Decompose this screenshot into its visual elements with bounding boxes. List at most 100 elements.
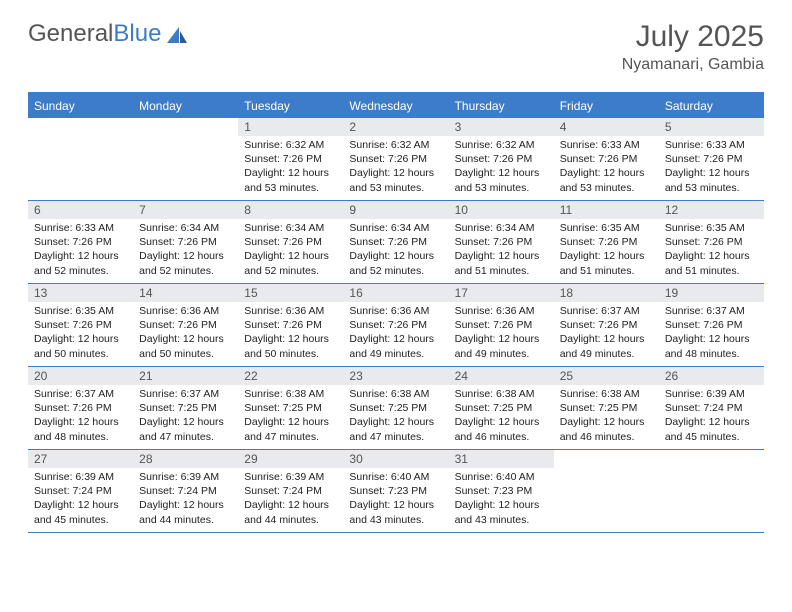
week-row: 13 Sunrise: 6:35 AM Sunset: 7:26 PM Dayligh…	[28, 284, 764, 367]
sunrise-text: Sunrise: 6:36 AM	[244, 304, 337, 318]
day-cell: 16Sunrise: 6:36 AMSunset: 7:26 PMDayligh…	[343, 284, 448, 366]
day-cell: 5Sunrise: 6:33 AMSunset: 7:26 PMDaylight…	[659, 118, 764, 200]
sunrise-text: Sunrise: 6:34 AM	[349, 221, 442, 235]
sunset-text: Sunset: 7:26 PM	[139, 235, 232, 249]
sunrise-text: Sunrise: 6:37 AM	[34, 387, 127, 401]
daylight-text: Daylight: 12 hours and 52 minutes.	[34, 249, 127, 277]
daylight-text: Daylight: 12 hours and 43 minutes.	[349, 498, 442, 526]
sunrise-text: Sunrise: 6:38 AM	[560, 387, 653, 401]
daylight-text: Daylight: 12 hours and 53 minutes.	[349, 166, 442, 194]
daylight-text: Daylight: 12 hours and 53 minutes.	[455, 166, 548, 194]
day-details: Sunrise: 6:34 AMSunset: 7:26 PMDaylight:…	[133, 219, 238, 280]
sail-icon	[165, 25, 189, 45]
sunset-text: Sunset: 7:26 PM	[665, 235, 758, 249]
weeks: 1Sunrise: 6:32 AMSunset: 7:26 PMDaylight…	[28, 118, 764, 533]
daylight-text: Daylight: 12 hours and 50 minutes.	[244, 332, 337, 360]
day-cell: 17Sunrise: 6:36 AMSunset: 7:26 PMDayligh…	[449, 284, 554, 366]
day-cell: 30Sunrise: 6:40 AMSunset: 7:23 PMDayligh…	[343, 450, 448, 532]
day-number	[659, 450, 764, 467]
day-details: Sunrise: 6:37 AMSunset: 7:25 PMDaylight:…	[133, 385, 238, 446]
sunset-text: Sunset: 7:25 PM	[139, 401, 232, 415]
sunrise-text: Sunrise: 6:40 AM	[455, 470, 548, 484]
sunset-text: Sunset: 7:26 PM	[139, 318, 232, 332]
sunrise-text: Sunrise: 6:32 AM	[349, 138, 442, 152]
day-number: 7	[133, 201, 238, 219]
sunrise-text: Sunrise: 6:34 AM	[244, 221, 337, 235]
daylight-text: Daylight: 12 hours and 52 minutes.	[244, 249, 337, 277]
day-details: Sunrise: 6:38 AMSunset: 7:25 PMDaylight:…	[238, 385, 343, 446]
week-row: 27Sunrise: 6:39 AMSunset: 7:24 PMDayligh…	[28, 450, 764, 533]
weekday-thursday: Thursday	[449, 94, 554, 118]
day-number: 18	[554, 284, 659, 302]
day-details: Sunrise: 6:38 AMSunset: 7:25 PMDaylight:…	[554, 385, 659, 446]
location: Nyamanari, Gambia	[622, 56, 764, 74]
sunset-text: Sunset: 7:26 PM	[349, 318, 442, 332]
sunset-text: Sunset: 7:26 PM	[560, 318, 653, 332]
daylight-text: Daylight: 12 hours and 53 minutes.	[560, 166, 653, 194]
day-details: Sunrise: 6:37 AMSunset: 7:26 PMDaylight:…	[554, 302, 659, 363]
daylight-text: Daylight: 12 hours and 50 minutes.	[34, 332, 127, 360]
daylight-text: Daylight: 12 hours and 46 minutes.	[560, 415, 653, 443]
calendar-page: GeneralBlue July 2025 Nyamanari, Gambia …	[0, 0, 792, 553]
sunrise-text: Sunrise: 6:38 AM	[455, 387, 548, 401]
daylight-text: Daylight: 12 hours and 43 minutes.	[455, 498, 548, 526]
sunrise-text: Sunrise: 6:39 AM	[244, 470, 337, 484]
day-cell: 21Sunrise: 6:37 AMSunset: 7:25 PMDayligh…	[133, 367, 238, 449]
day-number: 15	[238, 284, 343, 302]
sunrise-text: Sunrise: 6:36 AM	[349, 304, 442, 318]
day-cell: 25Sunrise: 6:38 AMSunset: 7:25 PMDayligh…	[554, 367, 659, 449]
daylight-text: Daylight: 12 hours and 47 minutes.	[244, 415, 337, 443]
daylight-text: Daylight: 12 hours and 52 minutes.	[349, 249, 442, 277]
day-cell: 23Sunrise: 6:38 AMSunset: 7:25 PMDayligh…	[343, 367, 448, 449]
calendar: SundayMondayTuesdayWednesdayThursdayFrid…	[28, 92, 764, 533]
day-number: 13	[28, 284, 133, 302]
day-number: 6	[28, 201, 133, 219]
day-details: Sunrise: 6:34 AMSunset: 7:26 PMDaylight:…	[449, 219, 554, 280]
day-number: 8	[238, 201, 343, 219]
day-details: Sunrise: 6:40 AMSunset: 7:23 PMDaylight:…	[343, 468, 448, 529]
header: GeneralBlue July 2025 Nyamanari, Gambia	[28, 20, 764, 74]
sunrise-text: Sunrise: 6:39 AM	[139, 470, 232, 484]
sunset-text: Sunset: 7:25 PM	[244, 401, 337, 415]
daylight-text: Daylight: 12 hours and 47 minutes.	[139, 415, 232, 443]
day-details: Sunrise: 6:37 AMSunset: 7:26 PMDaylight:…	[28, 385, 133, 446]
empty-cell	[133, 118, 238, 200]
sunset-text: Sunset: 7:24 PM	[139, 484, 232, 498]
sunset-text: Sunset: 7:24 PM	[665, 401, 758, 415]
sunrise-text: Sunrise: 6:32 AM	[244, 138, 337, 152]
sunrise-text: Sunrise: 6:32 AM	[455, 138, 548, 152]
day-cell: 18Sunrise: 6:37 AMSunset: 7:26 PMDayligh…	[554, 284, 659, 366]
day-cell: 7Sunrise: 6:34 AMSunset: 7:26 PMDaylight…	[133, 201, 238, 283]
daylight-text: Daylight: 12 hours and 51 minutes.	[455, 249, 548, 277]
day-cell: 19Sunrise: 6:37 AMSunset: 7:26 PMDayligh…	[659, 284, 764, 366]
day-details: Sunrise: 6:38 AMSunset: 7:25 PMDaylight:…	[343, 385, 448, 446]
day-details: Sunrise: 6:37 AMSunset: 7:26 PMDaylight:…	[659, 302, 764, 363]
daylight-text: Daylight: 12 hours and 52 minutes.	[139, 249, 232, 277]
day-details: Sunrise: 6:39 AMSunset: 7:24 PMDaylight:…	[133, 468, 238, 529]
day-cell: 15Sunrise: 6:36 AMSunset: 7:26 PMDayligh…	[238, 284, 343, 366]
day-details: Sunrise: 6:35 AMSunset: 7:26 PMDaylight:…	[554, 219, 659, 280]
day-cell: 6Sunrise: 6:33 AMSunset: 7:26 PMDaylight…	[28, 201, 133, 283]
week-row: 6Sunrise: 6:33 AMSunset: 7:26 PMDaylight…	[28, 201, 764, 284]
sunrise-text: Sunrise: 6:39 AM	[665, 387, 758, 401]
day-cell: 24Sunrise: 6:38 AMSunset: 7:25 PMDayligh…	[449, 367, 554, 449]
day-details	[659, 467, 764, 471]
sunset-text: Sunset: 7:26 PM	[665, 318, 758, 332]
day-number: 19	[659, 284, 764, 302]
day-cell: 4Sunrise: 6:33 AMSunset: 7:26 PMDaylight…	[554, 118, 659, 200]
weekday-tuesday: Tuesday	[238, 94, 343, 118]
sunrise-text: Sunrise: 6:34 AM	[455, 221, 548, 235]
day-cell: 10Sunrise: 6:34 AMSunset: 7:26 PMDayligh…	[449, 201, 554, 283]
day-number: 20	[28, 367, 133, 385]
day-details	[28, 135, 133, 139]
day-number: 29	[238, 450, 343, 468]
empty-cell	[659, 450, 764, 532]
sunset-text: Sunset: 7:26 PM	[244, 152, 337, 166]
day-number	[28, 118, 133, 135]
sunset-text: Sunset: 7:24 PM	[34, 484, 127, 498]
day-number: 21	[133, 367, 238, 385]
week-row: 20Sunrise: 6:37 AMSunset: 7:26 PMDayligh…	[28, 367, 764, 450]
day-details	[133, 135, 238, 139]
daylight-text: Daylight: 12 hours and 45 minutes.	[34, 498, 127, 526]
sunrise-text: Sunrise: 6:35 AM	[34, 304, 127, 318]
